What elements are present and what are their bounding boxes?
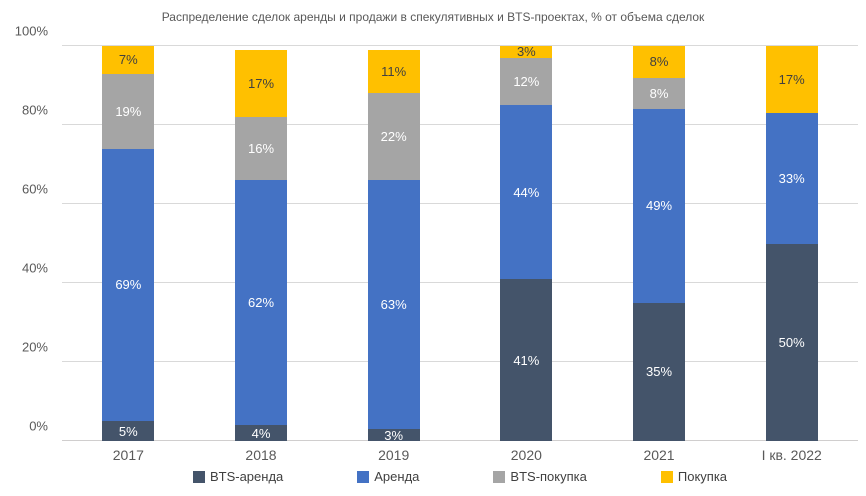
x-tick-label: 2017 [112,447,144,463]
bar-segment-Покупка: 17% [765,46,818,114]
gridline [62,440,858,441]
data-label: 17% [247,76,275,92]
legend-item-BTS-покупка: BTS-покупка [493,469,587,484]
bar-slot: 4% 62% 16% 17% [195,46,328,441]
data-label: 41% [513,352,540,368]
bar-slot: 41% 44% 12% 3% [460,44,593,441]
bar-segment-BTS-покупка: 19% [102,73,155,149]
stacked-bar-2018: 4% 62% 16% 17% [235,46,287,441]
stacked-bar-2020: 41% 44% 12% 3% [500,44,553,441]
data-label: 16% [247,141,275,157]
bar-slot: 50% 33% 17% [725,46,858,441]
y-tick-label: 60% [21,181,48,197]
data-label: 33% [778,170,805,186]
data-label: 22% [380,129,407,145]
gridline [62,124,858,125]
bar-segment-BTS-аренда: 3% [367,427,420,443]
y-tick-label: 20% [21,339,48,355]
bar-slot: 35% 49% 8% 8% [593,46,726,441]
plot-area: 5% 69% 19% 7% 4% 62% 16% 17% 3% 63% 22% 11% 41% 44% 12… [62,44,858,443]
legend-swatch-icon [192,470,205,483]
data-label: 3% [384,427,404,443]
data-label: 5% [118,423,138,439]
x-tick-label: 2020 [510,447,542,463]
bar-segment-Аренда: 69% [102,148,155,422]
y-tick-label: 80% [21,102,48,118]
data-label: 62% [247,295,275,311]
data-label: 7% [118,52,138,68]
data-label: 11% [381,64,407,80]
chart-title: Распределение сделок аренды и продажи в … [161,10,705,24]
gridline [62,282,858,283]
bar-segment-BTS-аренда: 50% [765,243,818,441]
data-label: 63% [380,297,407,313]
bar-slot: 5% 69% 19% 7% [62,46,195,441]
gridline [62,361,858,362]
data-label: 3% [516,44,536,60]
bar-segment-BTS-покупка: 16% [235,117,287,181]
data-label: 8% [649,54,669,70]
data-label: 17% [778,72,805,88]
y-tick-label: 0% [29,418,48,434]
legend-label: BTS-покупка [510,469,587,484]
x-tick-label: I кв. 2022 [761,447,822,463]
bar-segment-Аренда: 49% [633,109,686,303]
bar-segment-BTS-аренда: 41% [500,279,553,441]
data-label: 12% [513,74,540,90]
bar-segment-BTS-покупка: 8% [633,77,686,110]
x-axis: 2017 2018 2019 2020 2021 I кв. 2022 [62,447,858,463]
bar-segment-BTS-покупка: 12% [500,57,553,106]
data-label: 4% [251,425,271,441]
bar-segment-BTS-аренда: 5% [102,421,155,441]
stacked-bar-I кв. 2022: 50% 33% 17% [765,46,818,441]
bar-segment-Покупка: 11% [367,49,420,94]
bar-segment-Аренда: 62% [235,180,287,426]
bar-segment-BTS-покупка: 22% [367,93,420,181]
y-axis: 0% 20% 40% 60% 80% 100% [0,24,54,441]
data-label: 49% [646,198,673,214]
data-label: 44% [513,184,540,200]
y-tick-label: 40% [21,260,48,276]
bar-segment-BTS-аренда: 35% [633,302,686,441]
legend-swatch-icon [357,470,370,483]
x-tick-label: 2019 [378,447,410,463]
bar-segment-Покупка: 17% [235,49,287,118]
legend-label: Аренда [374,469,420,484]
legend-item-Покупка: Покупка [660,469,728,484]
stacked-bar-2017: 5% 69% 19% 7% [102,46,155,441]
bar-slot: 3% 63% 22% 11% [327,46,460,443]
legend-swatch-icon [493,470,506,483]
bar-segment-Аренда: 63% [367,180,420,430]
x-tick-label: 2021 [643,447,675,463]
gridline [62,45,858,46]
legend-item-BTS-аренда: BTS-аренда [192,469,284,484]
legend-label: BTS-аренда [209,469,284,484]
data-label: 8% [649,85,669,101]
x-tick-label: 2018 [245,447,277,463]
gridline [62,203,858,204]
legend: BTS-аренда Аренда BTS-покупка Покупка [62,469,858,484]
legend-item-Аренда: Аренда [357,469,419,484]
bar-segment-Аренда: 33% [765,113,818,244]
data-label: 35% [646,364,673,380]
data-label: 69% [115,277,142,293]
bar-segment-Аренда: 44% [500,105,553,280]
bar-segment-BTS-аренда: 4% [235,425,287,441]
legend-label: Покупка [677,469,728,484]
bar-segment-Покупка: 7% [102,46,155,74]
stacked-bar-2019: 3% 63% 22% 11% [367,46,420,443]
y-tick-label: 100% [14,23,48,39]
stacked-bar-2021: 35% 49% 8% 8% [633,46,686,441]
bar-segment-Покупка: 8% [633,46,686,78]
bar-group: 5% 69% 19% 7% 4% 62% 16% 17% 3% 63% 22% 11% 41% 44% 12… [62,44,858,443]
data-label: 19% [115,103,142,119]
legend-swatch-icon [660,470,673,483]
bar-segment-Покупка: 3% [500,44,553,60]
data-label: 50% [778,334,805,350]
